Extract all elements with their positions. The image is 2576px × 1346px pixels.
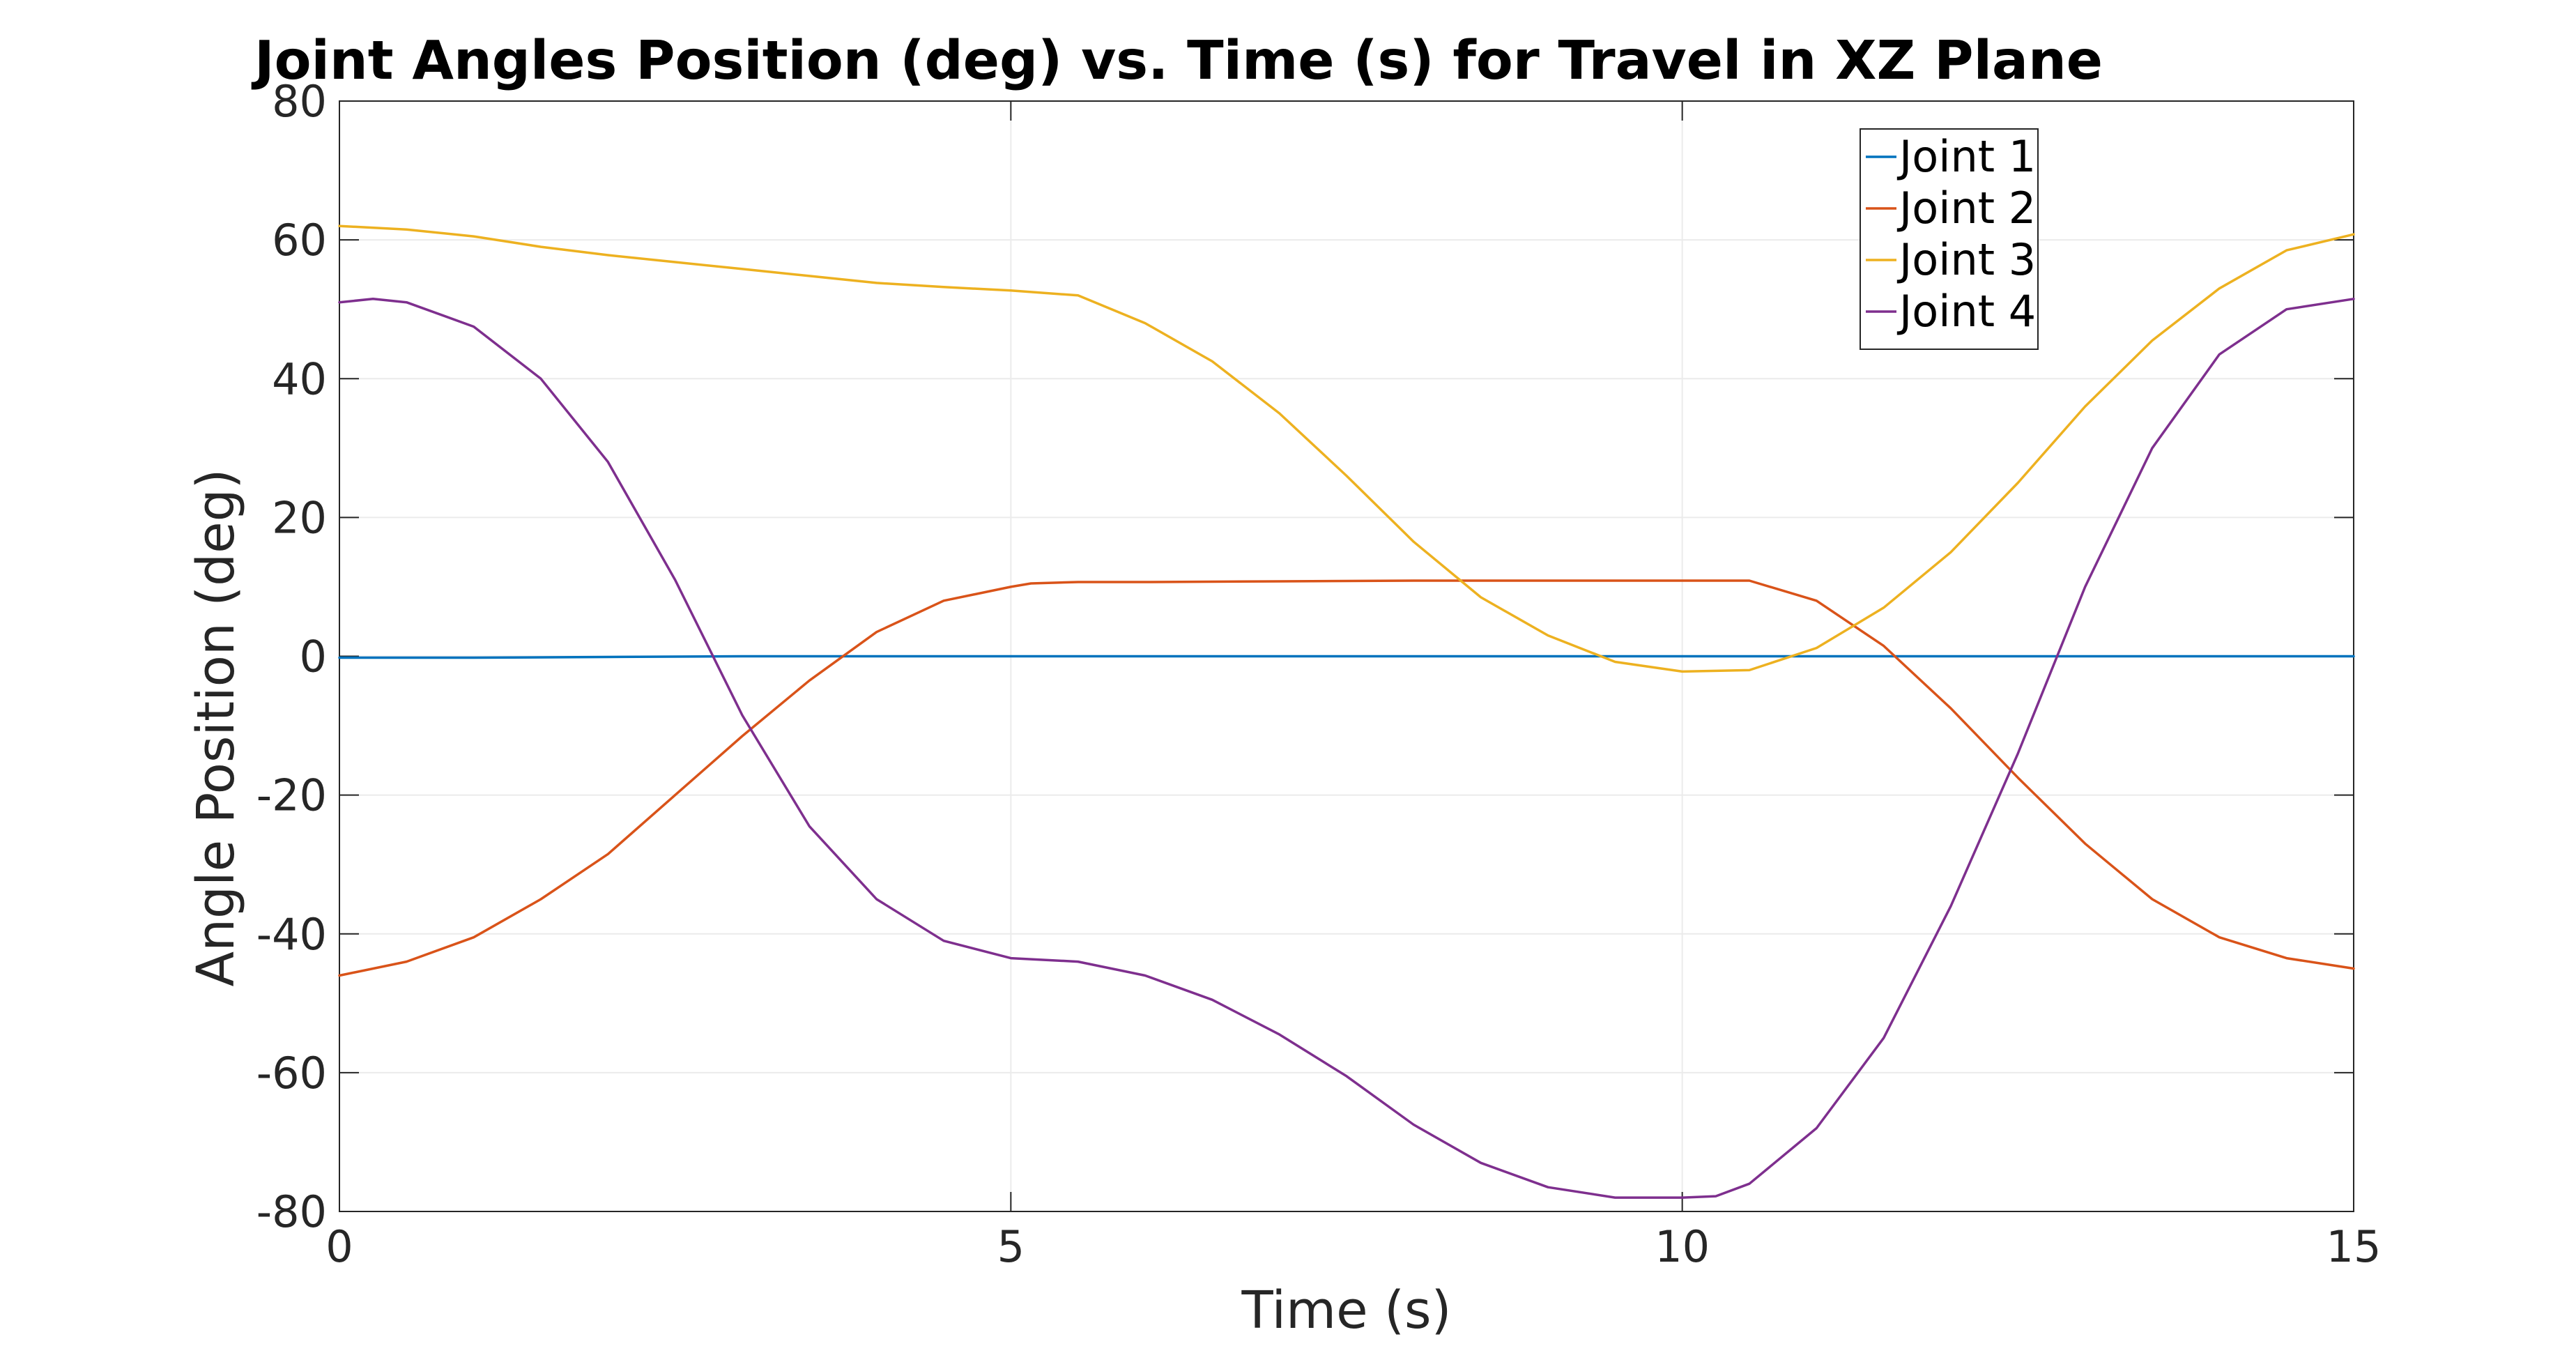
y-tick-label: -80	[256, 1186, 327, 1237]
x-tick-label: 10	[1655, 1221, 1710, 1272]
chart-title: Joint Angles Position (deg) vs. Time (s)…	[251, 30, 2103, 92]
y-tick-label: -20	[256, 770, 327, 821]
x-tick-label: 0	[325, 1221, 353, 1272]
y-tick-label: 40	[272, 353, 327, 404]
series-line-joint-4	[338, 298, 2355, 1199]
tick-labels: 0 5 10 15 80 60 40 20 0 -20 -40 -60 -80	[256, 76, 2382, 1272]
y-tick-label: 80	[272, 76, 327, 127]
y-tick-label: 60	[272, 215, 327, 266]
series-lines	[338, 224, 2355, 1199]
legend-label: Joint 1	[1896, 131, 2036, 182]
series-line-joint-3	[338, 224, 2355, 673]
x-tick-label: 5	[997, 1221, 1025, 1272]
x-axis-label: Time (s)	[1241, 1280, 1452, 1340]
y-tick-label: 0	[300, 632, 327, 682]
x-tick-label: 15	[2326, 1221, 2382, 1272]
legend-label: Joint 4	[1896, 286, 2036, 337]
y-tick-label: 20	[272, 492, 327, 543]
series-line-joint-1	[338, 655, 2355, 659]
legend-label: Joint 2	[1896, 183, 2036, 234]
series-line-joint-2	[338, 579, 2355, 977]
y-axis-label: Angle Position (deg)	[186, 469, 246, 987]
y-tick-label: -60	[256, 1048, 327, 1099]
y-tick-label: -40	[256, 909, 327, 960]
legend-label: Joint 3	[1896, 234, 2036, 285]
